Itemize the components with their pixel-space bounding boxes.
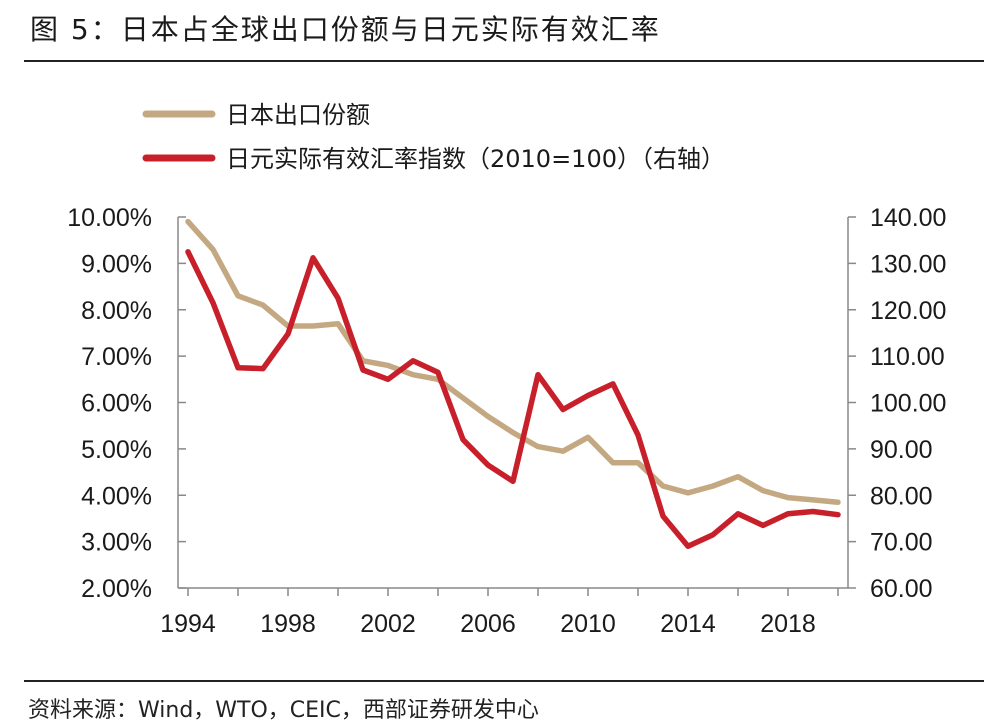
x-tick-label: 1994: [160, 610, 216, 638]
y-left-tick-label: 9.00%: [81, 250, 152, 278]
x-tick-label: 2006: [460, 610, 516, 638]
y-right-tick-label: 70.00: [870, 529, 933, 557]
series-lines: [185, 218, 841, 550]
y-right-tick-label: 60.00: [870, 575, 933, 603]
y-right-tick-label: 80.00: [870, 482, 933, 510]
y-left-tick-label: 4.00%: [81, 482, 152, 510]
series-line-2: [185, 249, 841, 550]
series-line-1: [185, 218, 841, 505]
y-left-tick-label: 2.00%: [81, 575, 152, 603]
y-right-tick-label: 120.00: [870, 297, 946, 325]
y-right-tick-label: 140.00: [870, 204, 946, 232]
legend-label-1: 日本出口份额: [226, 101, 370, 129]
figure-title: 图 5：日本占全球出口份额与日元实际有效汇率: [30, 13, 661, 46]
x-tick-label: 1998: [260, 610, 316, 638]
y-right-tick-label: 130.00: [870, 250, 946, 278]
source-note: 资料来源：Wind，WTO，CEIC，西部证券研发中心: [28, 698, 539, 723]
legend-label-2: 日元实际有效汇率指数（2010=100）（右轴）: [226, 145, 725, 173]
y-left-tick-label: 3.00%: [81, 529, 152, 557]
y-right-tick-label: 100.00: [870, 390, 946, 418]
bottom-rule: [24, 680, 984, 682]
x-tick-label: 2002: [360, 610, 416, 638]
y-left-tick-label: 6.00%: [81, 390, 152, 418]
y-left-tick-label: 7.00%: [81, 343, 152, 371]
x-tick-label: 2010: [560, 610, 616, 638]
y-left-tick-label: 5.00%: [81, 436, 152, 464]
x-tick-label: 2018: [760, 610, 816, 638]
y-right-tick-label: 110.00: [870, 343, 945, 371]
top-rule: [24, 60, 984, 62]
y-left-tick-label: 10.00%: [67, 204, 152, 232]
x-tick-label: 2014: [660, 610, 716, 638]
axes: 10.00% 9.00% 8.00% 7.00% 6.00% 5.00% 4.00% 3.00…: [67, 204, 946, 638]
y-right-tick-label: 90.00: [870, 436, 933, 464]
y-left-tick-label: 8.00%: [81, 297, 152, 325]
